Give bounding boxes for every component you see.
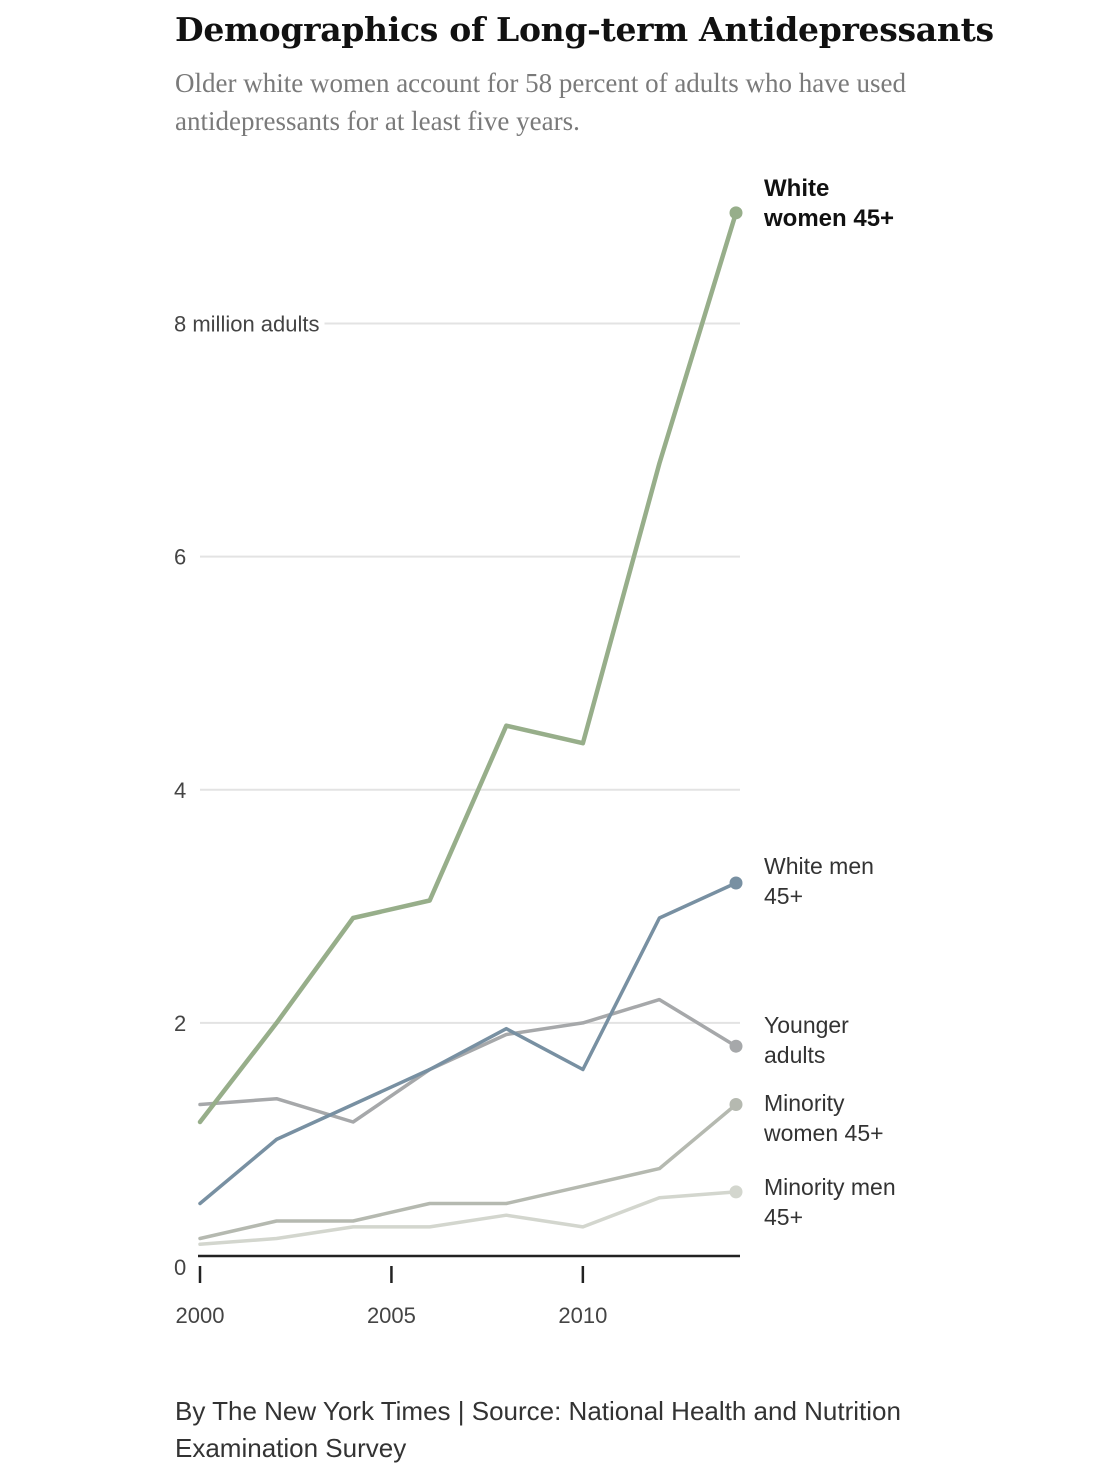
series-endpoint-minority-women-45plus xyxy=(729,1097,743,1111)
series-label-minority-men-45plus: Minority men 45+ xyxy=(764,1174,896,1230)
series-label-line: women 45+ xyxy=(763,205,894,232)
series-label-line: Minority men xyxy=(764,1174,896,1200)
series-line-minority-men-45plus xyxy=(198,1190,738,1247)
y-label-background xyxy=(171,310,325,338)
series-label-line: 45+ xyxy=(764,883,803,909)
series-label-white-women-45plus: White women 45+ xyxy=(763,175,894,232)
series-label-minority-women-45plus: Minority women 45+ xyxy=(763,1090,884,1146)
x-tick-label-2000: 2000 xyxy=(176,1303,225,1328)
x-axis: 2000 2005 2010 xyxy=(176,1254,740,1328)
series-line-minority-women-45plus xyxy=(198,1102,738,1241)
series-label-line: White xyxy=(764,175,829,202)
series-label-line: Younger xyxy=(764,1012,849,1038)
series-label-line: White men xyxy=(764,853,874,879)
series-label-line: Minority xyxy=(764,1090,845,1116)
y-tick-label-8: 8 million adults xyxy=(174,312,320,337)
series-label-white-men-45plus: White men 45+ xyxy=(764,853,874,909)
series-label-younger-adults: Younger adults xyxy=(764,1012,849,1068)
chart-subtitle: Older white women account for 58 percent… xyxy=(175,68,907,136)
series-label-line: women 45+ xyxy=(763,1120,884,1146)
series-endpoint-minority-men-45plus xyxy=(729,1185,743,1199)
x-tick-label-2005: 2005 xyxy=(367,1303,416,1328)
y-tick-label-4: 4 xyxy=(174,778,186,803)
series-line-white-women-45plus xyxy=(197,210,739,1125)
series-lines xyxy=(197,206,743,1247)
series-label-line: 45+ xyxy=(764,1204,803,1230)
y-tick-label-6: 6 xyxy=(174,545,186,570)
series-endpoint-white-men-45plus xyxy=(729,876,743,890)
series-labels: White women 45+ White men 45+ Younger adults M… xyxy=(763,175,896,1230)
y-tick-label-0: 0 xyxy=(174,1255,186,1280)
series-line-white-men-45plus xyxy=(198,881,738,1206)
y-axis: 0 2 4 6 8 million adults xyxy=(171,310,325,1280)
series-line-younger-adults xyxy=(198,997,738,1124)
chart-title: Demographics of Long-term Antidepressant… xyxy=(175,10,994,49)
series-endpoint-white-women-45plus xyxy=(729,206,743,220)
series-label-line: adults xyxy=(764,1042,825,1068)
y-tick-label-2: 2 xyxy=(174,1011,186,1036)
source-credit: By The New York Times | Source: National… xyxy=(175,1396,901,1463)
series-endpoint-younger-adults xyxy=(729,1039,743,1053)
x-tick-label-2010: 2010 xyxy=(558,1303,607,1328)
